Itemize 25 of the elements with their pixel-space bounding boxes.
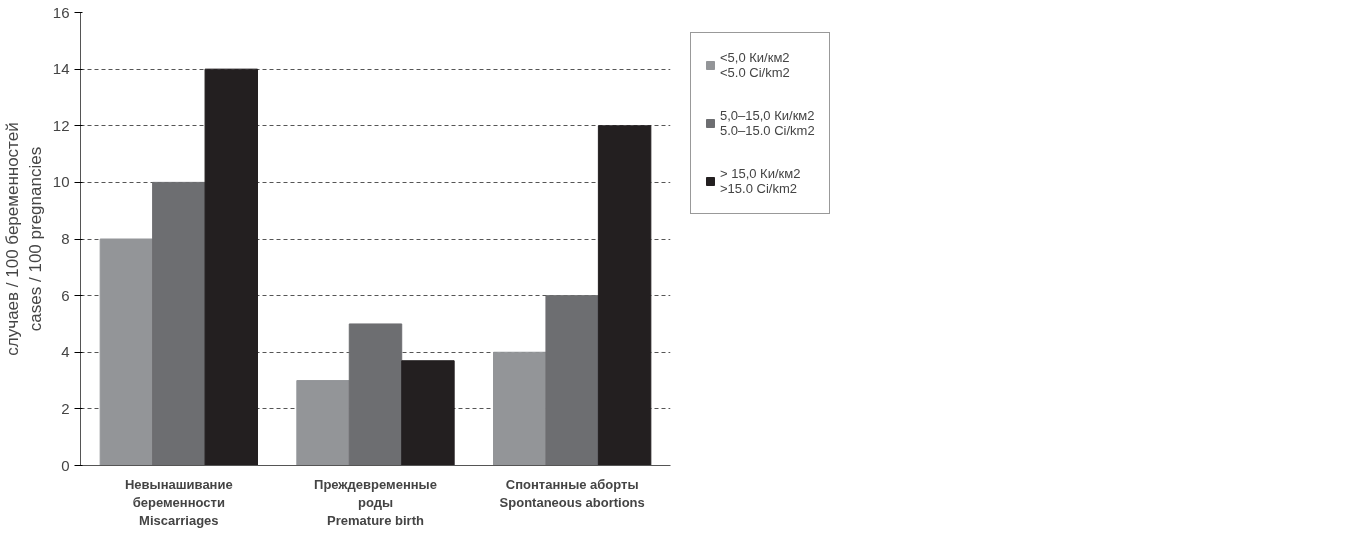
- bar: [99, 238, 154, 466]
- bar: [545, 295, 599, 466]
- legend-label: <5,0 Ки/км2 <5.0 Ci/km2: [720, 49, 790, 82]
- y-tick-label: 6: [61, 286, 70, 304]
- bar: [204, 68, 258, 466]
- bar: [493, 351, 547, 466]
- y-tick-label: 16: [52, 3, 70, 21]
- y-tick-label: 4: [61, 343, 70, 361]
- bar: [152, 181, 206, 466]
- x-tick-label: Невынашивание беременности Miscarriages: [124, 476, 233, 528]
- bar: [348, 323, 403, 466]
- legend-label: 5,0–15,0 Ки/км2 5.0–15.0 Ci/km2: [720, 107, 815, 140]
- y-tick-label: 2: [61, 399, 70, 417]
- y-tick-label: 10: [52, 173, 70, 191]
- legend-label: > 15,0 Ки/км2 >15.0 Ci/km2: [720, 165, 801, 198]
- y-tick-label: 12: [52, 116, 70, 134]
- y-tick-label: 14: [52, 60, 70, 78]
- y-axis-title: случаев / 100 беременностей cases / 100 pregnancies: [3, 122, 45, 356]
- bar: [597, 125, 652, 466]
- x-tick-label: Спонтанные аборты Spontaneous abortions: [499, 476, 645, 510]
- x-tick-label: Преждевременные роды Premature birth: [314, 476, 437, 528]
- y-tick-label: 8: [61, 230, 70, 247]
- bar: [401, 360, 455, 466]
- bar: [296, 380, 350, 466]
- y-tick-label: 0: [61, 456, 70, 474]
